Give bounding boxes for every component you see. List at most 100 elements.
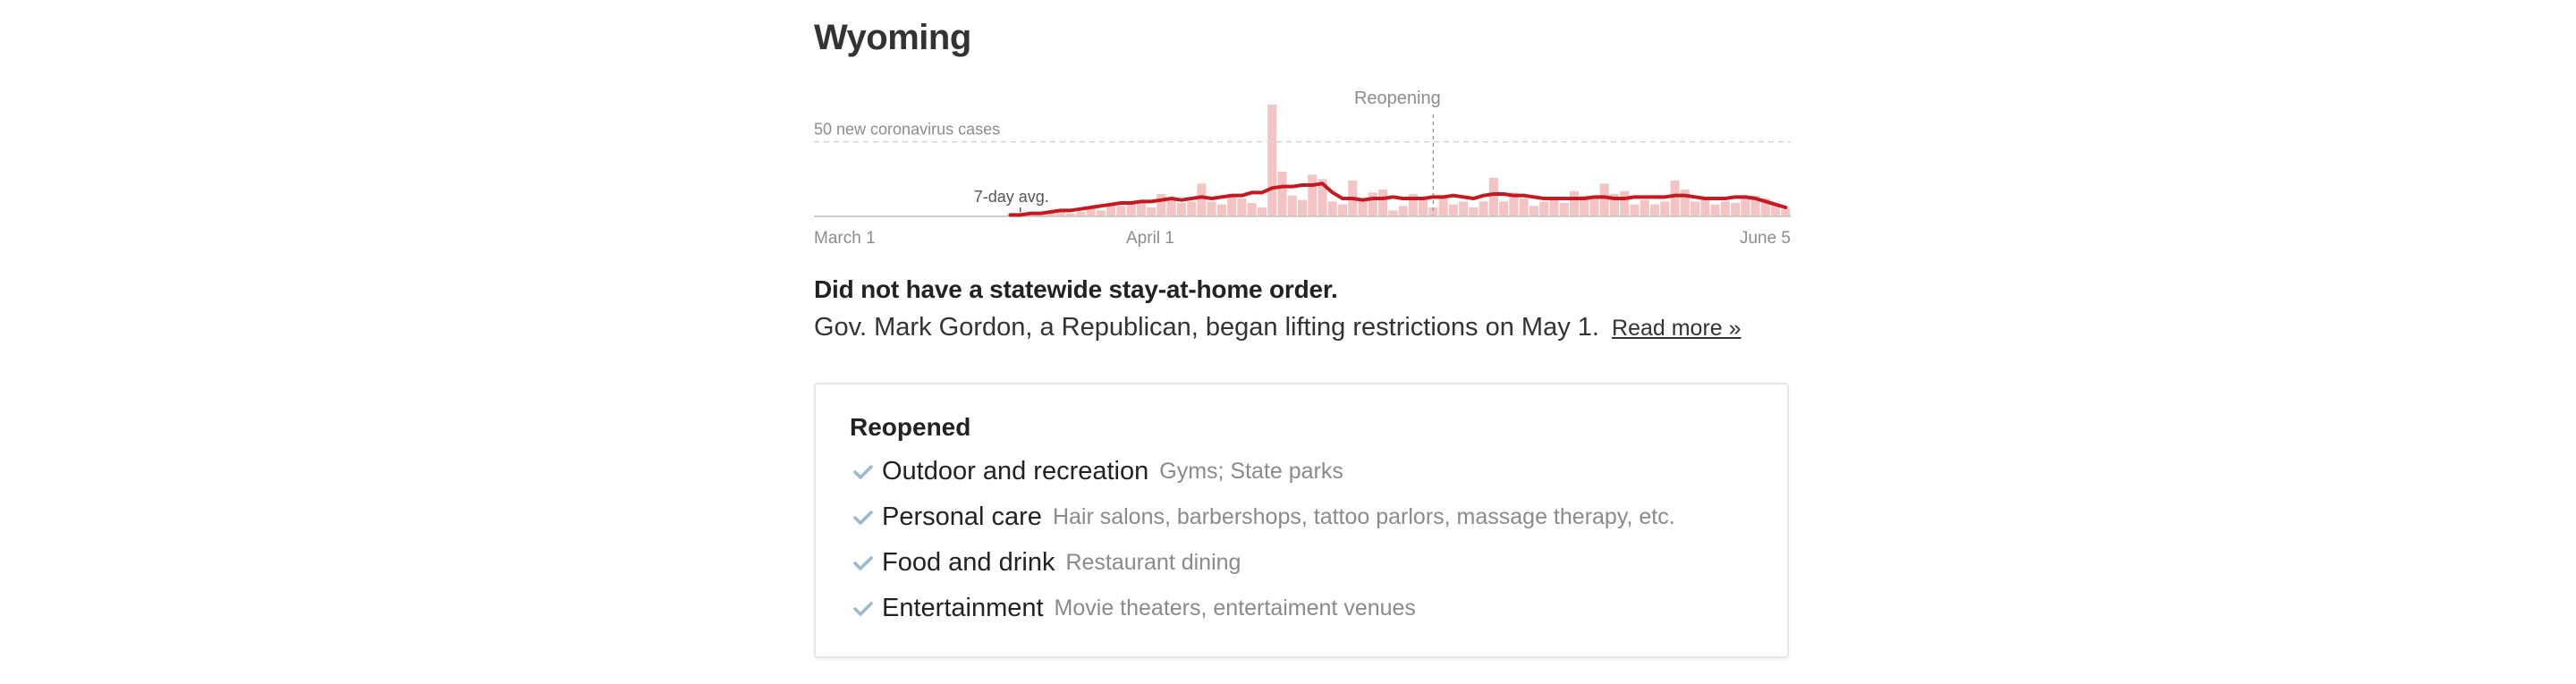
bar bbox=[1760, 198, 1770, 216]
bar bbox=[1166, 198, 1176, 216]
bar bbox=[1267, 105, 1277, 216]
bar bbox=[1781, 208, 1791, 216]
bar bbox=[1750, 195, 1760, 216]
bar bbox=[1690, 201, 1700, 216]
bar-series bbox=[1005, 105, 1791, 216]
bar bbox=[1559, 203, 1569, 216]
bar bbox=[1589, 198, 1599, 216]
bar bbox=[1529, 206, 1538, 216]
bar bbox=[1116, 206, 1126, 216]
reference-label: 50 new coronavirus cases bbox=[814, 121, 1000, 139]
bar bbox=[1549, 198, 1559, 216]
bar bbox=[1096, 210, 1106, 216]
bar bbox=[1076, 212, 1086, 216]
bar bbox=[1771, 204, 1781, 216]
check-icon bbox=[853, 601, 873, 616]
bar bbox=[1257, 207, 1267, 216]
bar bbox=[1640, 199, 1649, 216]
bar bbox=[1046, 212, 1055, 216]
list-item: Entertainment Movie theaters, entertaime… bbox=[850, 586, 1675, 631]
list-item: Outdoor and recreation Gyms; State parks bbox=[850, 449, 1675, 494]
bar bbox=[1630, 204, 1640, 216]
bar bbox=[1216, 204, 1226, 216]
bar bbox=[1368, 192, 1377, 216]
category-detail: Movie theaters, entertaiment venues bbox=[1054, 595, 1416, 621]
bar bbox=[1277, 172, 1287, 216]
bar bbox=[1700, 197, 1710, 216]
reopened-box: Reopened Outdoor and recreation Gyms; St… bbox=[814, 383, 1789, 658]
bar bbox=[1519, 198, 1529, 216]
cases-chart: 50 new coronavirus cases Reopening 7-day… bbox=[814, 89, 1791, 248]
bar bbox=[1227, 197, 1237, 216]
x-ticks: March 1 April 1 June 5 bbox=[814, 229, 1791, 248]
headline: Did not have a statewide stay-at-home or… bbox=[814, 275, 1338, 303]
bar bbox=[1055, 210, 1065, 216]
bar bbox=[1539, 201, 1549, 216]
bar bbox=[1499, 201, 1509, 216]
bar bbox=[1086, 208, 1096, 216]
category-detail: Restaurant dining bbox=[1065, 550, 1241, 575]
x-tick-label: March 1 bbox=[814, 229, 876, 248]
bar bbox=[1207, 201, 1216, 216]
list-item: Food and drink Restaurant dining bbox=[850, 540, 1675, 586]
read-more-link[interactable]: Read more » bbox=[1612, 316, 1741, 341]
bar bbox=[1720, 201, 1730, 216]
bar bbox=[1599, 183, 1609, 216]
bar bbox=[1297, 199, 1308, 216]
bar bbox=[1176, 203, 1186, 216]
bar bbox=[1660, 201, 1670, 216]
bar bbox=[1327, 201, 1337, 216]
bar bbox=[1479, 201, 1488, 216]
check-icon bbox=[853, 555, 873, 570]
bar bbox=[1126, 201, 1136, 216]
bar bbox=[1509, 192, 1519, 216]
avg-label: 7-day avg. bbox=[974, 188, 1049, 206]
category-label: Personal care bbox=[882, 502, 1042, 531]
avg-line bbox=[1008, 182, 1788, 217]
reopened-title: Reopened bbox=[850, 413, 971, 441]
x-tick-label: April 1 bbox=[1126, 229, 1174, 248]
bar bbox=[1388, 210, 1398, 216]
category-label: Outdoor and recreation bbox=[882, 457, 1149, 486]
reopened-list: Outdoor and recreation Gyms; State parks… bbox=[850, 449, 1675, 631]
bar bbox=[1448, 204, 1458, 216]
check-icon bbox=[853, 464, 873, 479]
bar bbox=[1187, 201, 1197, 216]
bar bbox=[1066, 213, 1076, 216]
bar bbox=[1428, 207, 1438, 216]
x-tick-label: June 5 bbox=[1740, 229, 1791, 248]
bar bbox=[1147, 207, 1157, 216]
bar bbox=[1419, 198, 1428, 216]
bar bbox=[1569, 190, 1579, 216]
bar bbox=[1318, 179, 1327, 216]
bar bbox=[1287, 195, 1297, 216]
bar bbox=[1680, 190, 1690, 216]
bar bbox=[1459, 201, 1469, 216]
category-detail: Gyms; State parks bbox=[1159, 459, 1343, 484]
bar bbox=[1620, 190, 1630, 216]
category-label: Food and drink bbox=[882, 548, 1055, 577]
bar bbox=[1157, 194, 1166, 216]
bar bbox=[1649, 204, 1660, 216]
bar bbox=[1670, 181, 1680, 216]
bar bbox=[1710, 204, 1720, 216]
bar bbox=[1237, 198, 1247, 216]
bar bbox=[1609, 194, 1620, 216]
category-detail: Hair salons, barbershops, tattoo parlors… bbox=[1052, 504, 1675, 529]
reopening-label: Reopening bbox=[1354, 89, 1441, 108]
bar bbox=[1247, 203, 1257, 216]
summary: Gov. Mark Gordon, a Republican, began li… bbox=[814, 313, 1741, 342]
bar bbox=[1197, 183, 1207, 216]
bar bbox=[1358, 199, 1368, 216]
bar bbox=[1398, 206, 1408, 216]
bar bbox=[1469, 207, 1479, 216]
bar bbox=[1488, 177, 1498, 216]
bar bbox=[1731, 203, 1741, 216]
bar bbox=[1378, 190, 1388, 216]
bar bbox=[1438, 195, 1448, 216]
bar bbox=[1741, 198, 1750, 216]
bar bbox=[1580, 195, 1589, 216]
bar bbox=[1106, 204, 1116, 216]
bar bbox=[1136, 203, 1146, 216]
category-label: Entertainment bbox=[882, 594, 1044, 622]
